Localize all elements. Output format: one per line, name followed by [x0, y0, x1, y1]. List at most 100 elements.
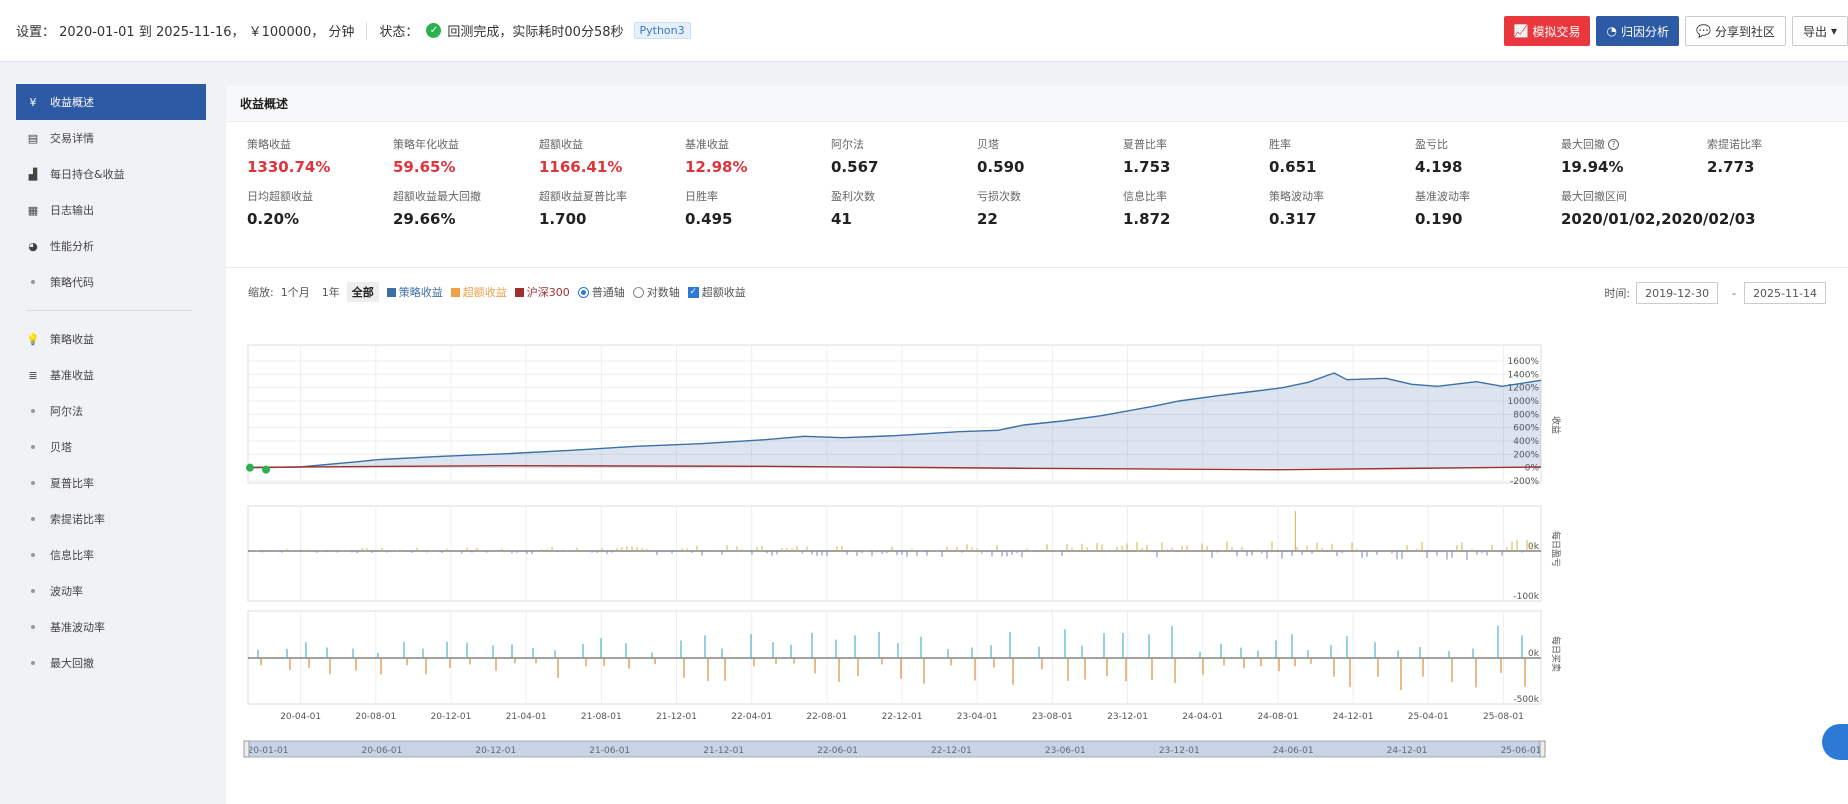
sidebar-item-benchmark-vol[interactable]: 基准波动率	[16, 609, 206, 645]
sidebar-item-max-drawdown[interactable]: 最大回撤	[16, 645, 206, 681]
help-icon[interactable]: ?	[1608, 138, 1619, 150]
metric-value: 0.20%	[247, 210, 300, 228]
metric: 基准波动率 0.190	[1415, 188, 1561, 228]
metric-value: 12.98%	[685, 158, 748, 176]
bullet-icon	[31, 553, 35, 557]
zoom-label: 缩放:	[248, 286, 274, 299]
date-from-input[interactable]: 2019-12-30	[1636, 282, 1719, 304]
zoom-1-year[interactable]: 1年	[321, 286, 340, 299]
metric-label: 夏普比率	[1123, 138, 1167, 151]
y-tick-label: -100k	[1513, 592, 1539, 602]
zoom-all[interactable]: 全部	[346, 282, 379, 302]
sidebar-item-strategy-return[interactable]: 💡 策略收益	[26, 332, 94, 347]
x-tick-label: 25-08-01	[1483, 712, 1524, 722]
bulb-icon: 💡	[26, 332, 40, 346]
radio-normal-axis[interactable]	[577, 286, 589, 298]
sidebar-item-sortino[interactable]: 索提诺比率	[16, 501, 206, 537]
metric-label: 最大回撤	[1561, 138, 1605, 151]
sidebar-item-code[interactable]: 策略代码	[16, 264, 206, 300]
metric: 基准收益 12.98%	[685, 136, 831, 176]
sidebar-item-sharpe[interactable]: 夏普比率	[16, 465, 206, 501]
metric-value: 0.190	[1415, 210, 1463, 228]
chat-icon: 💬	[1695, 24, 1711, 38]
sidebar-item-positions[interactable]: ▟ 每日持仓&收益	[16, 156, 206, 192]
metric: 最大回撤? 19.94%	[1561, 136, 1707, 176]
strategy-area	[248, 373, 1541, 468]
bullet-icon	[31, 625, 35, 629]
metric-label: 超额收益最大回撤	[393, 190, 481, 203]
navigator-tick-label: 22-06-01	[817, 746, 858, 756]
metric-label: 策略年化收益	[393, 138, 459, 151]
normal-axis-label: 普通轴	[591, 286, 625, 299]
metric: 信息比率 1.872	[1123, 188, 1269, 228]
sidebar-item-logs[interactable]: ▦ 日志输出	[27, 203, 94, 218]
legend-hs300[interactable]: 沪深300	[526, 286, 570, 299]
divider	[26, 310, 192, 311]
date-to-input[interactable]: 2025-11-14	[1744, 282, 1826, 304]
bullet-icon	[31, 517, 35, 521]
metric-label: 胜率	[1269, 138, 1291, 151]
y-tick-label: 0%	[1525, 464, 1540, 474]
panel-title: 收益概述	[226, 86, 1848, 122]
metric-value: 1330.74%	[247, 158, 331, 176]
x-tick-label: 23-12-01	[1107, 712, 1148, 722]
legend-swatch-hs300	[514, 287, 524, 297]
log-axis-label: 对数轴	[646, 286, 680, 299]
sidebar-item-performance[interactable]: ◕ 性能分析	[16, 228, 206, 264]
legend-strategy[interactable]: 策略收益	[398, 286, 443, 299]
excess-checkbox-label: 超额收益	[701, 286, 746, 299]
metric: 夏普比率 1.753	[1123, 136, 1269, 176]
yen-icon: ¥	[29, 95, 37, 109]
attribution-button[interactable]: ◔ 归因分析	[1596, 16, 1679, 46]
date-separator: -	[1732, 286, 1737, 300]
sim-trade-button[interactable]: 📈 模拟交易	[1503, 16, 1591, 46]
x-tick-label: 24-12-01	[1333, 712, 1374, 722]
navigator-tick-label: 25-06-01	[1501, 746, 1542, 756]
divider	[226, 267, 1848, 268]
check-circle-icon: ✓	[426, 23, 442, 38]
x-tick-label: 23-04-01	[957, 712, 998, 722]
zoom-1-month[interactable]: 1个月	[280, 286, 310, 299]
chart-controls: 缩放: 1个月 1年 全部 策略收益 超额收益 沪深300 普通轴 对数轴 ✓ 超…	[248, 282, 746, 302]
metric: 阿尔法 0.567	[831, 136, 977, 176]
metric: 日均超额收益 0.20%	[247, 188, 393, 228]
time-label: 时间:	[1604, 287, 1631, 300]
navigator-tick-label: 24-12-01	[1387, 746, 1428, 756]
y-tick-label: 1600%	[1508, 357, 1540, 367]
bar-chart-icon: ▟	[28, 167, 38, 181]
top-bar: 设置： 2020-01-01 到 2025-11-16， ￥100000， 分钟…	[0, 0, 1848, 62]
bullet-icon	[31, 481, 35, 485]
sidebar-item-benchmark-return[interactable]: ≣ 基准收益	[16, 357, 206, 393]
x-tick-label: 22-12-01	[882, 712, 923, 722]
metric-label: 策略波动率	[1269, 190, 1324, 203]
radio-log-axis[interactable]	[632, 286, 644, 298]
start-marker	[262, 465, 270, 474]
navigator-tick-label: 20-12-01	[475, 746, 516, 756]
metric: 策略年化收益 59.65%	[393, 136, 539, 176]
metric-value: 1166.41%	[539, 158, 623, 176]
export-button[interactable]: 导出 ▾	[1791, 16, 1848, 46]
metric: 超额收益 1166.41%	[539, 136, 685, 176]
metric: 贝塔 0.590	[977, 136, 1123, 176]
legend-excess[interactable]: 超额收益	[462, 286, 507, 299]
metric: 亏损次数 22	[977, 188, 1123, 228]
metric: 超额收益最大回撤 29.66%	[393, 188, 539, 228]
database-icon: ≣	[28, 368, 38, 382]
x-tick-label: 21-08-01	[581, 712, 622, 722]
metric-value: 29.66%	[393, 210, 456, 228]
sidebar-item-info-ratio[interactable]: 信息比率	[16, 537, 206, 573]
sidebar-item-alpha[interactable]: 阿尔法	[16, 393, 206, 429]
customer-service-button[interactable]	[1822, 724, 1848, 760]
navigator-tick-label: 23-12-01	[1159, 746, 1200, 756]
sidebar-item-trades[interactable]: ▤ 交易详情	[27, 131, 94, 146]
sidebar-item-overview[interactable]: ¥ 收益概述	[16, 84, 206, 120]
returns-chart[interactable]: 20-04-01 20-08-01 20-12-01 21-04-01 21-08-01…	[226, 311, 1848, 804]
y-axis-label: 每日盈亏	[1550, 531, 1562, 567]
share-button[interactable]: 💬 分享到社区	[1684, 16, 1786, 46]
metric-label: 日均超额收益	[247, 190, 313, 203]
metric-value: 0.495	[685, 210, 733, 228]
excess-checkbox[interactable]: ✓	[687, 286, 699, 298]
legend-swatch-excess	[450, 287, 460, 297]
sidebar-item-beta[interactable]: 贝塔	[16, 429, 206, 465]
sidebar-item-volatility[interactable]: 波动率	[16, 573, 206, 609]
